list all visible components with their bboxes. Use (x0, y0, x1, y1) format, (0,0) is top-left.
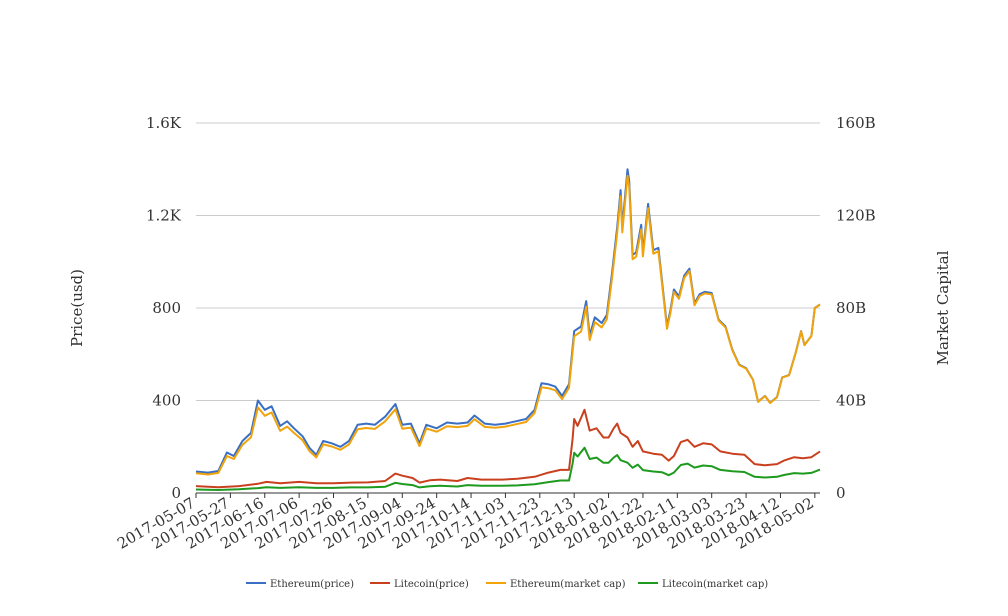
y-left-tick-label: 800 (152, 299, 181, 317)
y-axis-right-title: Market Capital (934, 250, 952, 365)
legend-label: Ethereum(market cap) (510, 579, 626, 590)
series-line-2 (195, 174, 821, 476)
y-right-tick-label: 160B (836, 114, 876, 132)
legend: Ethereum(price) Litecoin(price) Ethereum(m… (246, 579, 768, 590)
legend-label: Litecoin(market cap) (662, 579, 768, 590)
legend-label: Litecoin(price) (394, 579, 469, 590)
y-axis-left-title: Price(usd) (68, 269, 86, 347)
y-right-tick-label: 0 (836, 484, 846, 502)
legend-label: Ethereum(price) (270, 579, 354, 590)
series-line-1 (195, 408, 821, 489)
y-left-tick-label: 0 (171, 484, 181, 502)
y-left-tick-label: 400 (152, 392, 181, 410)
gridlines (196, 122, 820, 401)
y-left-tick-label: 1.2K (146, 207, 182, 225)
y-right-tick-label: 80B (836, 299, 866, 317)
y-right-tick-label: 40B (836, 392, 866, 410)
series-layer (195, 168, 821, 491)
series-line-3 (195, 446, 821, 491)
y-right-tick-label: 120B (836, 207, 876, 225)
series-line-0 (195, 168, 821, 474)
y-left-tick-label: 1.6K (146, 114, 182, 132)
